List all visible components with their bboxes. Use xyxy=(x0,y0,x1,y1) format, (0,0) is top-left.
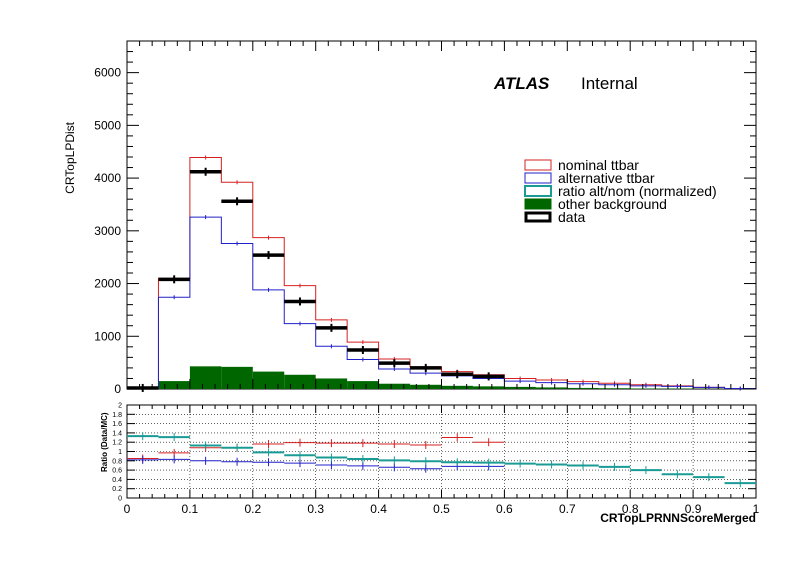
atlas-label: ATLAS xyxy=(493,74,550,93)
internal-label: Internal xyxy=(581,74,638,93)
x-tick-label: 0.4 xyxy=(370,502,387,516)
y-tick-label: 3000 xyxy=(94,224,121,238)
ratio-axes: 0 0.2 0.4 0.6 0.8 1 1.2 1.4 1.6 1.8 2 0 0.1 0.2 0.3 0.4… xyxy=(112,403,759,517)
ratio-y-tick-label: 1.4 xyxy=(112,430,122,437)
x-axis-label: CRTopLPRNNScoreMerged xyxy=(600,511,756,525)
ratio-y-tick-label: 0.4 xyxy=(112,477,122,484)
background-bar xyxy=(535,387,568,389)
main-axes: 0 1000 2000 3000 4000 5000 6000 xyxy=(94,40,757,396)
y-tick-label: 0 xyxy=(114,382,121,396)
background-bar xyxy=(598,388,631,389)
x-tick-label: 0.2 xyxy=(244,502,261,516)
y-axis-label: CRTopLPDist xyxy=(63,121,77,193)
legend-swatch-line xyxy=(524,185,552,197)
background-fill-bars xyxy=(127,366,756,389)
background-bar xyxy=(315,378,348,389)
y-tick-label: 4000 xyxy=(94,171,121,185)
legend-label: ratio alt/nom (normalized) xyxy=(558,183,717,199)
legend-swatch-fill xyxy=(524,198,552,210)
ratio-step-lines xyxy=(127,432,756,488)
legend-label: other background xyxy=(558,196,667,212)
background-bar xyxy=(189,366,222,389)
x-tick-label: 0.7 xyxy=(559,502,576,516)
ratio-grid xyxy=(127,405,756,498)
x-tick-label: 0.8 xyxy=(622,502,639,516)
background-bar xyxy=(378,383,411,389)
x-tick-label: 0.3 xyxy=(307,502,324,516)
ratio-y-tick-label: 1 xyxy=(118,449,122,456)
y-tick-label: 2000 xyxy=(94,277,121,291)
legend-swatch-line xyxy=(524,159,552,171)
data-points xyxy=(127,167,505,392)
legend-swatch-data xyxy=(524,211,552,223)
ratio-y-tick-label: 0 xyxy=(118,496,122,503)
background-bar xyxy=(284,374,316,389)
legend-label: nominal ttbar xyxy=(558,157,639,173)
x-tick-label: 1 xyxy=(753,502,760,516)
background-bar xyxy=(158,381,190,389)
background-bar xyxy=(252,371,285,389)
background-bar xyxy=(441,385,473,389)
background-bar xyxy=(347,381,379,389)
y-tick-label: 5000 xyxy=(94,118,121,132)
background-bar xyxy=(630,388,662,389)
background-bar xyxy=(661,388,694,389)
ratio-y-tick-label: 0.2 xyxy=(112,486,122,493)
ratio-y-tick-label: 2 xyxy=(118,403,122,410)
ratio-y-tick-label: 0.6 xyxy=(112,468,122,475)
ratio-y-tick-label: 0.8 xyxy=(112,458,122,465)
x-tick-label: 0 xyxy=(124,502,131,516)
ratio-y-tick-label: 1.2 xyxy=(112,440,122,447)
legend-label: alternative ttbar xyxy=(558,170,655,186)
x-tick-label: 0.9 xyxy=(685,502,702,516)
background-bar xyxy=(472,386,505,389)
background-bar xyxy=(221,366,253,389)
background-bar xyxy=(504,386,536,389)
background-bar xyxy=(410,384,442,389)
x-tick-label: 0.1 xyxy=(182,502,199,516)
y-tick-label: 1000 xyxy=(94,329,121,343)
y-tick-label: 6000 xyxy=(94,66,121,80)
legend-label: data xyxy=(558,209,585,225)
ratio-y-axis-label: Ratio (Data/MC) xyxy=(100,412,109,472)
ratio-y-tick-label: 1.6 xyxy=(112,421,122,428)
legend-swatch-line xyxy=(524,172,552,184)
x-tick-label: 0.5 xyxy=(433,502,450,516)
background-bar xyxy=(567,387,599,389)
ratio-y-tick-label: 1.8 xyxy=(112,412,122,419)
x-tick-label: 0.6 xyxy=(496,502,513,516)
